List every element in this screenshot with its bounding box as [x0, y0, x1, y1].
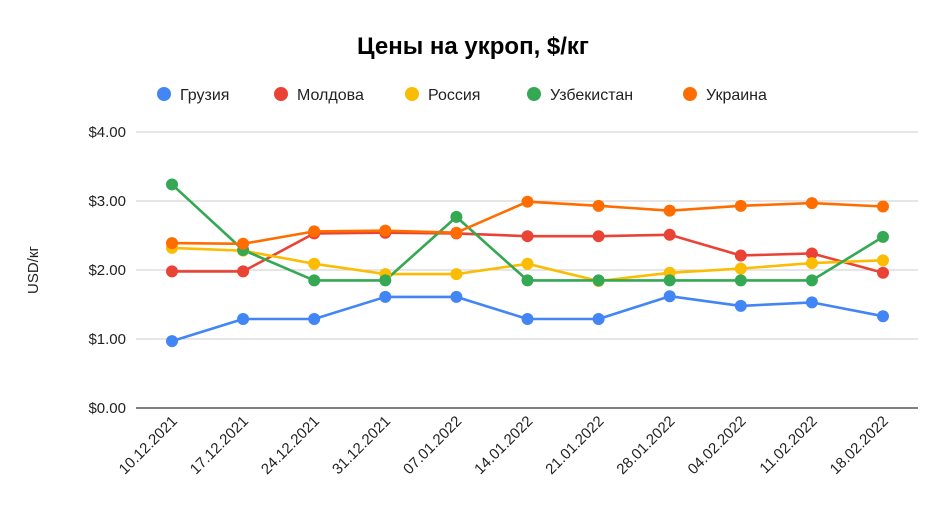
data-point	[450, 268, 463, 281]
series-points	[166, 178, 889, 348]
data-point	[734, 274, 747, 287]
data-point	[877, 230, 889, 243]
chart-title: Цены на укроп, $/кг	[357, 33, 589, 60]
data-point	[237, 237, 250, 250]
data-point	[450, 226, 463, 239]
data-point	[663, 228, 676, 241]
data-point	[877, 266, 889, 279]
data-point	[734, 299, 747, 312]
data-point	[379, 274, 392, 287]
data-point	[592, 230, 605, 243]
legend-label: Украина	[706, 87, 767, 104]
legend-marker	[405, 87, 419, 101]
data-point	[308, 257, 321, 270]
data-point	[521, 257, 534, 270]
x-tick-label: 18.02.2022	[827, 413, 892, 478]
x-tick-label: 21.01.2022	[542, 413, 607, 478]
legend-label: Грузия	[180, 87, 229, 104]
data-point	[592, 312, 605, 325]
x-tick-label: 31.12.2021	[329, 413, 394, 478]
data-point	[734, 249, 747, 262]
legend-marker	[527, 87, 541, 101]
data-point	[308, 274, 321, 287]
legend-label: Россия	[428, 87, 480, 104]
data-point	[877, 310, 889, 323]
grid-lines	[136, 131, 918, 409]
y-tick-label: $2.00	[88, 262, 126, 279]
data-point	[450, 210, 463, 223]
y-tick-label: $4.00	[88, 124, 126, 141]
y-tick-label: $1.00	[88, 331, 126, 348]
data-point	[877, 254, 889, 267]
x-tick-label: 24.12.2021	[258, 413, 323, 478]
data-point	[663, 274, 676, 287]
data-point	[521, 274, 534, 287]
data-point	[521, 230, 534, 243]
x-tick-label: 14.01.2022	[471, 413, 536, 478]
data-point	[805, 197, 818, 210]
y-axis-ticks: $0.00 $1.00 $2.00 $3.00 $4.00	[88, 124, 126, 417]
data-point	[237, 265, 250, 278]
legend-marker	[274, 87, 288, 101]
data-point	[805, 257, 818, 270]
y-tick-label: $3.00	[88, 193, 126, 210]
data-point	[166, 237, 178, 250]
data-point	[308, 312, 321, 325]
data-point	[237, 312, 250, 325]
data-point	[379, 224, 392, 237]
data-point	[166, 265, 178, 278]
legend-label: Узбекистан	[550, 87, 633, 104]
data-point	[521, 312, 534, 325]
x-tick-label: 04.02.2022	[685, 413, 750, 478]
x-axis-ticks: 10.12.2021 17.12.2021 24.12.2021 31.12.2021…	[116, 413, 892, 478]
x-tick-label: 11.02.2022	[756, 413, 820, 477]
data-point	[805, 296, 818, 309]
data-point	[379, 290, 392, 303]
data-point	[521, 195, 534, 208]
y-axis-label: USD/кг	[25, 246, 42, 294]
data-point	[592, 199, 605, 212]
x-tick-label: 07.01.2022	[400, 413, 465, 478]
data-point	[663, 204, 676, 217]
y-tick-label: $0.00	[88, 400, 126, 417]
x-tick-label: 10.12.2021	[116, 413, 181, 478]
legend-marker	[683, 87, 697, 101]
data-point	[450, 290, 463, 303]
legend-marker	[157, 87, 171, 101]
data-point	[877, 200, 889, 213]
legend-label: Молдова	[297, 87, 364, 104]
data-point	[805, 247, 818, 260]
data-point	[592, 274, 605, 287]
data-point	[166, 335, 178, 348]
x-tick-label: 28.01.2022	[613, 413, 678, 478]
x-tick-label: 17.12.2021	[187, 413, 252, 478]
data-point	[308, 225, 321, 238]
data-point	[663, 290, 676, 303]
chart-legend: Грузия Молдова Россия Узбекистан Украина	[157, 87, 767, 104]
data-point	[166, 178, 178, 191]
data-point	[734, 199, 747, 212]
data-point	[734, 262, 747, 275]
data-point	[805, 274, 818, 287]
